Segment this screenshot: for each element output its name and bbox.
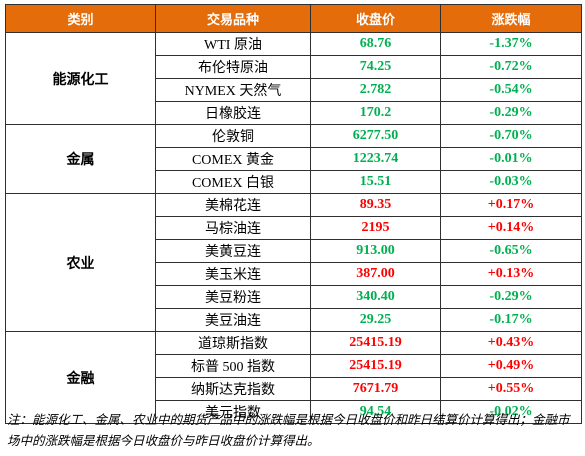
product-name-cell: 美豆粉连 bbox=[155, 285, 311, 309]
close-price-cell: 25415.19 bbox=[310, 331, 441, 355]
close-price-cell: 170.2 bbox=[310, 101, 441, 125]
change-percent-cell: +0.55% bbox=[440, 377, 582, 401]
header-row: 类别 交易品种 收盘价 涨跌幅 bbox=[5, 4, 582, 33]
close-price-cell: 2195 bbox=[310, 216, 441, 240]
change-percent-cell: -0.29% bbox=[440, 285, 582, 309]
product-name-cell: 美豆油连 bbox=[155, 308, 311, 332]
table-row: 美玉米连 387.00 +0.13% bbox=[6, 262, 582, 286]
product-name-cell: 布伦特原油 bbox=[155, 55, 311, 79]
product-name-cell: 日橡胶连 bbox=[155, 101, 311, 125]
table-row: 布伦特原油 74.25 -0.72% bbox=[6, 55, 582, 79]
table-row: 能源化工 WTI 原油 68.76 -1.37% bbox=[5, 32, 582, 125]
product-name-cell: 美棉花连 bbox=[155, 193, 311, 217]
change-percent-cell: +0.17% bbox=[440, 193, 582, 217]
table-row: 标普 500 指数 25415.19 +0.49% bbox=[6, 354, 582, 378]
category-cell: 金融 bbox=[5, 331, 156, 424]
table-row: COMEX 白银 15.51 -0.03% bbox=[6, 170, 582, 194]
table-row: 金融 道琼斯指数 25415.19 +0.43% bbox=[5, 331, 582, 424]
footnote: 注：能源化工、金属、农业中的期货产品中的涨跌幅是根据今日收盘价和昨日结算价计算得… bbox=[7, 412, 570, 448]
quote-table-container: 类别 交易品种 收盘价 涨跌幅 能源化工 WTI 原油 68.76 -1.37% 布伦特… bbox=[5, 4, 582, 424]
table-body: 能源化工 WTI 原油 68.76 -1.37% 布伦特原油 74.25 -0.72% NYM… bbox=[5, 32, 582, 424]
quote-table: 类别 交易品种 收盘价 涨跌幅 能源化工 WTI 原油 68.76 -1.37% 布伦特… bbox=[5, 4, 582, 424]
table-row: 金属 伦敦铜 6277.50 -0.70% bbox=[5, 124, 582, 194]
change-percent-cell: +0.13% bbox=[440, 262, 582, 286]
product-name-cell: COMEX 黄金 bbox=[155, 147, 311, 171]
product-name-cell: 美元指数 bbox=[155, 400, 311, 424]
header-change: 涨跌幅 bbox=[440, 4, 582, 33]
product-name-cell: WTI 原油 bbox=[155, 32, 311, 56]
change-percent-cell: -0.72% bbox=[440, 55, 582, 79]
header-close: 收盘价 bbox=[310, 4, 441, 33]
change-percent-cell: -0.03% bbox=[440, 170, 582, 194]
product-name-cell: 道琼斯指数 bbox=[155, 331, 311, 355]
change-percent-cell: +0.43% bbox=[440, 331, 582, 355]
close-price-cell: 913.00 bbox=[310, 239, 441, 263]
change-percent-cell: -0.54% bbox=[440, 78, 582, 102]
change-percent-cell: +0.49% bbox=[440, 354, 582, 378]
close-price-cell: 94.54 bbox=[310, 400, 441, 424]
table-row: 马棕油连 2195 +0.14% bbox=[6, 216, 582, 240]
close-price-cell: 1223.74 bbox=[310, 147, 441, 171]
product-name-cell: 伦敦铜 bbox=[155, 124, 311, 148]
close-price-cell: 25415.19 bbox=[310, 354, 441, 378]
table-row: 美黄豆连 913.00 -0.65% bbox=[6, 239, 582, 263]
close-price-cell: 74.25 bbox=[310, 55, 441, 79]
close-price-cell: 387.00 bbox=[310, 262, 441, 286]
header-product: 交易品种 bbox=[155, 4, 311, 33]
product-name-cell: COMEX 白银 bbox=[155, 170, 311, 194]
change-percent-cell: -0.65% bbox=[440, 239, 582, 263]
change-percent-cell: +0.14% bbox=[440, 216, 582, 240]
category-cell: 金属 bbox=[5, 124, 156, 194]
close-price-cell: 15.51 bbox=[310, 170, 441, 194]
header-category: 类别 bbox=[5, 4, 156, 33]
table-row: 美元指数 94.54 -0.02% bbox=[6, 400, 582, 424]
category-cell: 农业 bbox=[5, 193, 156, 332]
table-row: NYMEX 天然气 2.782 -0.54% bbox=[6, 78, 582, 102]
table-row: 美豆油连 29.25 -0.17% bbox=[6, 308, 582, 332]
close-price-cell: 89.35 bbox=[310, 193, 441, 217]
change-percent-cell: -0.02% bbox=[440, 400, 582, 424]
product-name-cell: 美玉米连 bbox=[155, 262, 311, 286]
product-name-cell: 马棕油连 bbox=[155, 216, 311, 240]
table-row: COMEX 黄金 1223.74 -0.01% bbox=[6, 147, 582, 171]
change-percent-cell: -0.17% bbox=[440, 308, 582, 332]
change-percent-cell: -0.29% bbox=[440, 101, 582, 125]
product-name-cell: NYMEX 天然气 bbox=[155, 78, 311, 102]
close-price-cell: 68.76 bbox=[310, 32, 441, 56]
close-price-cell: 340.40 bbox=[310, 285, 441, 309]
table-row: 农业 美棉花连 89.35 +0.17% bbox=[5, 193, 582, 332]
close-price-cell: 6277.50 bbox=[310, 124, 441, 148]
change-percent-cell: -1.37% bbox=[440, 32, 582, 56]
change-percent-cell: -0.70% bbox=[440, 124, 582, 148]
product-name-cell: 美黄豆连 bbox=[155, 239, 311, 263]
category-cell: 能源化工 bbox=[5, 32, 156, 125]
close-price-cell: 7671.79 bbox=[310, 377, 441, 401]
table-row: 美豆粉连 340.40 -0.29% bbox=[6, 285, 582, 309]
change-percent-cell: -0.01% bbox=[440, 147, 582, 171]
product-name-cell: 标普 500 指数 bbox=[155, 354, 311, 378]
table-row: 日橡胶连 170.2 -0.29% bbox=[6, 101, 582, 125]
product-name-cell: 纳斯达克指数 bbox=[155, 377, 311, 401]
close-price-cell: 2.782 bbox=[310, 78, 441, 102]
close-price-cell: 29.25 bbox=[310, 308, 441, 332]
